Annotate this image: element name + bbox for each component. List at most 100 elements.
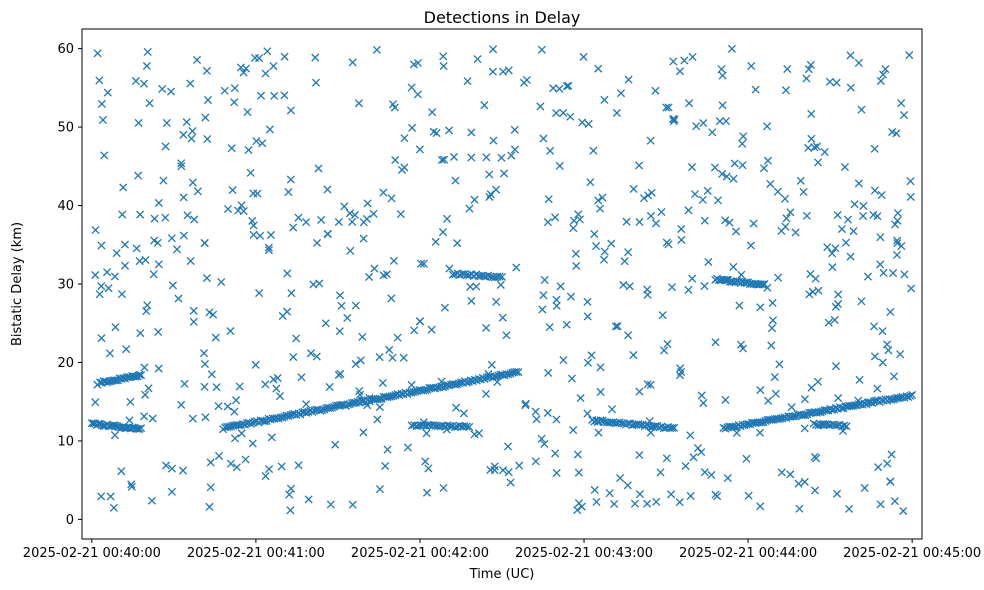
data-point-track-b-early [137,371,146,380]
data-point-clutter [97,282,106,291]
data-point-clutter [265,125,274,134]
data-point-clutter [223,204,233,214]
data-point-clutter [587,351,596,360]
data-point-clutter [391,156,400,165]
data-point-clutter [452,403,461,412]
data-point-clutter [573,506,582,515]
data-point-track-b-early [110,376,119,385]
data-point-clutter [820,147,829,157]
data-point-clutter [277,462,286,471]
data-point-clutter [120,261,130,270]
data-point-clutter [485,170,494,179]
data-point-clutter [467,296,476,305]
data-point-clutter [543,408,552,418]
data-point-clutter [519,78,529,87]
data-point-clutter [168,281,177,290]
data-point-clutter [154,327,163,336]
data-point-clutter [870,352,879,361]
data-point-clutter [400,134,409,143]
data-point-clutter [261,380,270,389]
data-point-clutter [756,385,765,395]
data-point-clutter [697,391,706,400]
data-point-clutter [226,327,235,336]
data-point-clutter [439,61,448,71]
data-point-clutter [680,56,689,65]
data-point-clutter [193,187,202,196]
data-point-clutter [162,118,171,127]
data-point-clutter [896,350,905,359]
data-point-clutter [635,217,644,227]
data-point-clutter [863,272,873,281]
data-point-clutter [703,186,712,195]
data-point-clutter [275,392,285,401]
data-point-clutter [684,206,693,215]
data-point-clutter [574,210,583,219]
data-point-clutter [134,171,143,180]
data-point-clutter [126,397,135,406]
data-point-clutter [586,178,595,187]
data-point-track-a-early [135,424,144,434]
data-point-clutter [531,407,540,416]
data-point-clutter [203,95,213,105]
data-point-clutter [161,461,171,470]
data-point-clutter [830,315,839,325]
data-point-clutter [807,383,816,392]
data-point-clutter [206,458,215,467]
data-point-clutter [639,194,649,203]
data-point-clutter [786,470,795,479]
data-point-clutter [188,127,197,136]
data-point-clutter [738,161,747,170]
data-point-clutter [136,329,145,338]
data-point-clutter [685,99,694,108]
data-point-clutter [718,71,727,80]
data-point-clutter [566,292,576,301]
data-point-clutter [118,210,127,219]
data-point-clutter [356,356,365,365]
data-point-clutter [103,88,112,97]
data-point-track-d-flat [450,423,459,432]
data-point-clutter [179,130,188,139]
data-point-clutter [340,202,349,211]
data-point-clutter [616,89,626,98]
data-point-clutter [634,161,644,170]
data-point-clutter [552,108,561,118]
data-point-track-g-flat [722,275,731,284]
data-point-clutter [91,225,100,235]
data-point-clutter [235,382,244,391]
data-point-clutter [438,228,448,237]
data-point-clutter [870,144,879,153]
data-point-clutter [876,260,885,269]
data-point-clutter [897,99,906,108]
x-tick-label: 2025-02-21 00:42:00 [351,546,489,561]
data-point-clutter [715,117,724,126]
data-point-clutter [439,52,448,61]
data-point-clutter [878,358,887,367]
data-point-clutter [117,290,127,299]
data-point-clutter [536,102,545,111]
data-point-clutter [489,45,498,54]
data-point-clutter [232,396,241,405]
data-point-clutter [106,492,115,501]
data-point-clutter [375,353,384,362]
data-point-clutter [481,389,491,398]
data-point-clutter [440,303,449,312]
data-point-clutter [390,103,399,112]
data-point-clutter [154,364,163,373]
data-point-clutter [802,211,811,220]
data-point-clutter [134,118,143,127]
data-point-clutter [831,302,840,311]
data-point-clutter [805,290,814,299]
data-point-clutter [846,83,855,92]
data-point-clutter [544,368,553,378]
data-point-clutter [510,125,519,134]
data-point-clutter [355,386,364,396]
data-point-clutter [202,273,211,283]
data-point-clutter [472,282,481,291]
data-point-clutter [782,214,791,223]
data-point-clutter [249,221,258,230]
data-point-clutter [584,119,593,129]
data-point-clutter [555,84,564,93]
data-point-clutter [598,193,607,202]
data-point-clutter [142,61,151,71]
data-point-clutter [624,331,633,340]
